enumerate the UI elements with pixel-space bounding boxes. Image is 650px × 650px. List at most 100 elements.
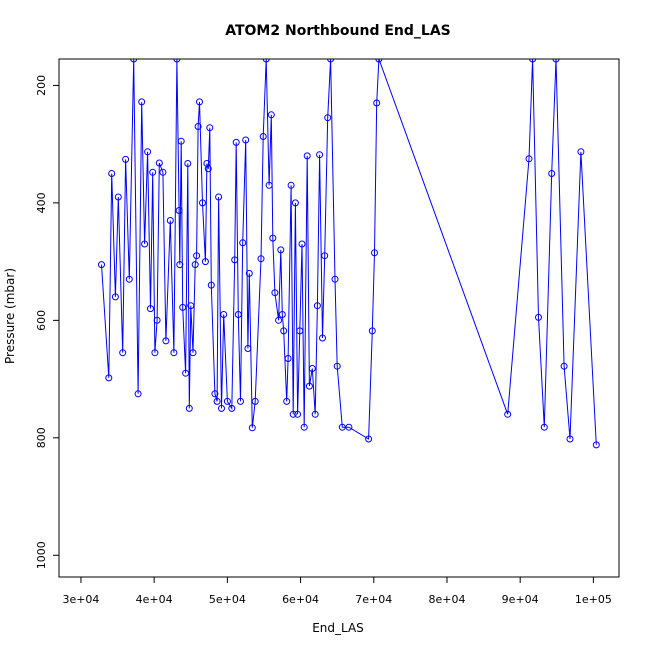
data-point (234, 311, 242, 318)
data-point (284, 355, 292, 362)
data-point (245, 269, 253, 277)
data-point (231, 256, 239, 264)
data-point (187, 302, 195, 310)
data-point (291, 199, 299, 207)
data-point (371, 249, 378, 257)
data-point (331, 275, 339, 283)
data-point (294, 410, 302, 418)
data-point (269, 234, 277, 242)
data-point (275, 316, 283, 324)
data-point (207, 281, 215, 289)
data-point (535, 313, 542, 321)
data-point (242, 136, 250, 144)
data-point (365, 435, 373, 443)
data-point (147, 305, 154, 313)
data-point (144, 148, 152, 156)
data-point (287, 181, 295, 189)
data-point (529, 59, 537, 63)
data-point (98, 261, 105, 269)
y-tick-label: 200 (35, 75, 48, 96)
data-point (548, 170, 556, 177)
data-point (338, 423, 346, 431)
data-point (237, 397, 244, 405)
data-point (114, 193, 122, 201)
data-point (313, 302, 321, 310)
data-point (223, 397, 231, 405)
data-point (324, 114, 332, 122)
data-point (159, 168, 167, 176)
data-point (196, 98, 203, 106)
data-point (173, 59, 181, 63)
data-point (259, 133, 267, 140)
data-point (155, 159, 163, 167)
data-point (525, 155, 533, 163)
plot-area (98, 59, 600, 449)
x-tick-label: 3e+04 (62, 593, 99, 606)
data-point (201, 258, 209, 266)
y-tick-label: 1000 (35, 541, 48, 569)
data-point (153, 316, 161, 324)
data-point (185, 404, 193, 412)
x-tick-label: 9e+04 (502, 593, 539, 606)
data-point (191, 261, 199, 269)
data-point (138, 98, 146, 106)
data-point (162, 337, 170, 345)
data-point (213, 397, 221, 405)
data-point (504, 410, 512, 418)
axes: 3e+04 4e+04 5e+04 6e+04 7e+04 8e+04 9e+04 1e+05… (35, 75, 612, 606)
data-point (373, 99, 381, 107)
x-tick-label: 5e+04 (209, 593, 246, 606)
data-point (176, 261, 184, 269)
y-tick-label: 800 (35, 427, 48, 448)
data-point (540, 423, 548, 431)
data-point (228, 404, 236, 412)
data-point (248, 424, 256, 432)
data-point (119, 349, 127, 357)
chart-title: ATOM2 Northbound End_LAS (225, 23, 451, 39)
data-point (345, 423, 353, 431)
data-point (134, 390, 142, 398)
data-point (283, 397, 291, 405)
data-point (149, 168, 157, 176)
data-point (305, 382, 313, 390)
data-point (244, 345, 252, 352)
data-point (298, 240, 306, 248)
data-point (592, 441, 600, 449)
data-point (206, 124, 214, 132)
data-point (577, 148, 585, 156)
data-point (552, 59, 560, 63)
data-point (108, 170, 116, 177)
data-point (215, 193, 223, 201)
data-point (125, 275, 133, 283)
x-axis-label: End_LAS (312, 621, 364, 635)
data-point (257, 255, 265, 263)
x-tick-label: 7e+04 (355, 593, 392, 606)
data-point (166, 217, 174, 224)
data-point (182, 369, 190, 377)
data-point (151, 349, 159, 357)
data-point (278, 311, 286, 318)
data-point (175, 207, 183, 214)
x-tick-label: 1e+05 (575, 593, 612, 606)
x-tick-label: 6e+04 (282, 593, 319, 606)
data-point (311, 410, 319, 418)
data-point (280, 327, 288, 335)
data-point (321, 252, 329, 260)
data-point (179, 303, 187, 311)
data-point (277, 246, 285, 254)
data-point (271, 289, 279, 297)
y-tick-label: 400 (35, 192, 48, 213)
data-point (194, 123, 202, 130)
data-point (130, 59, 138, 63)
data-point (220, 311, 228, 318)
data-point (303, 152, 311, 160)
data-point (111, 293, 119, 301)
data-point (199, 199, 206, 207)
data-point (141, 240, 149, 248)
data-point (189, 349, 197, 357)
data-point (204, 165, 212, 173)
data-point (105, 374, 113, 382)
data-point (375, 59, 383, 63)
data-point (193, 252, 201, 260)
